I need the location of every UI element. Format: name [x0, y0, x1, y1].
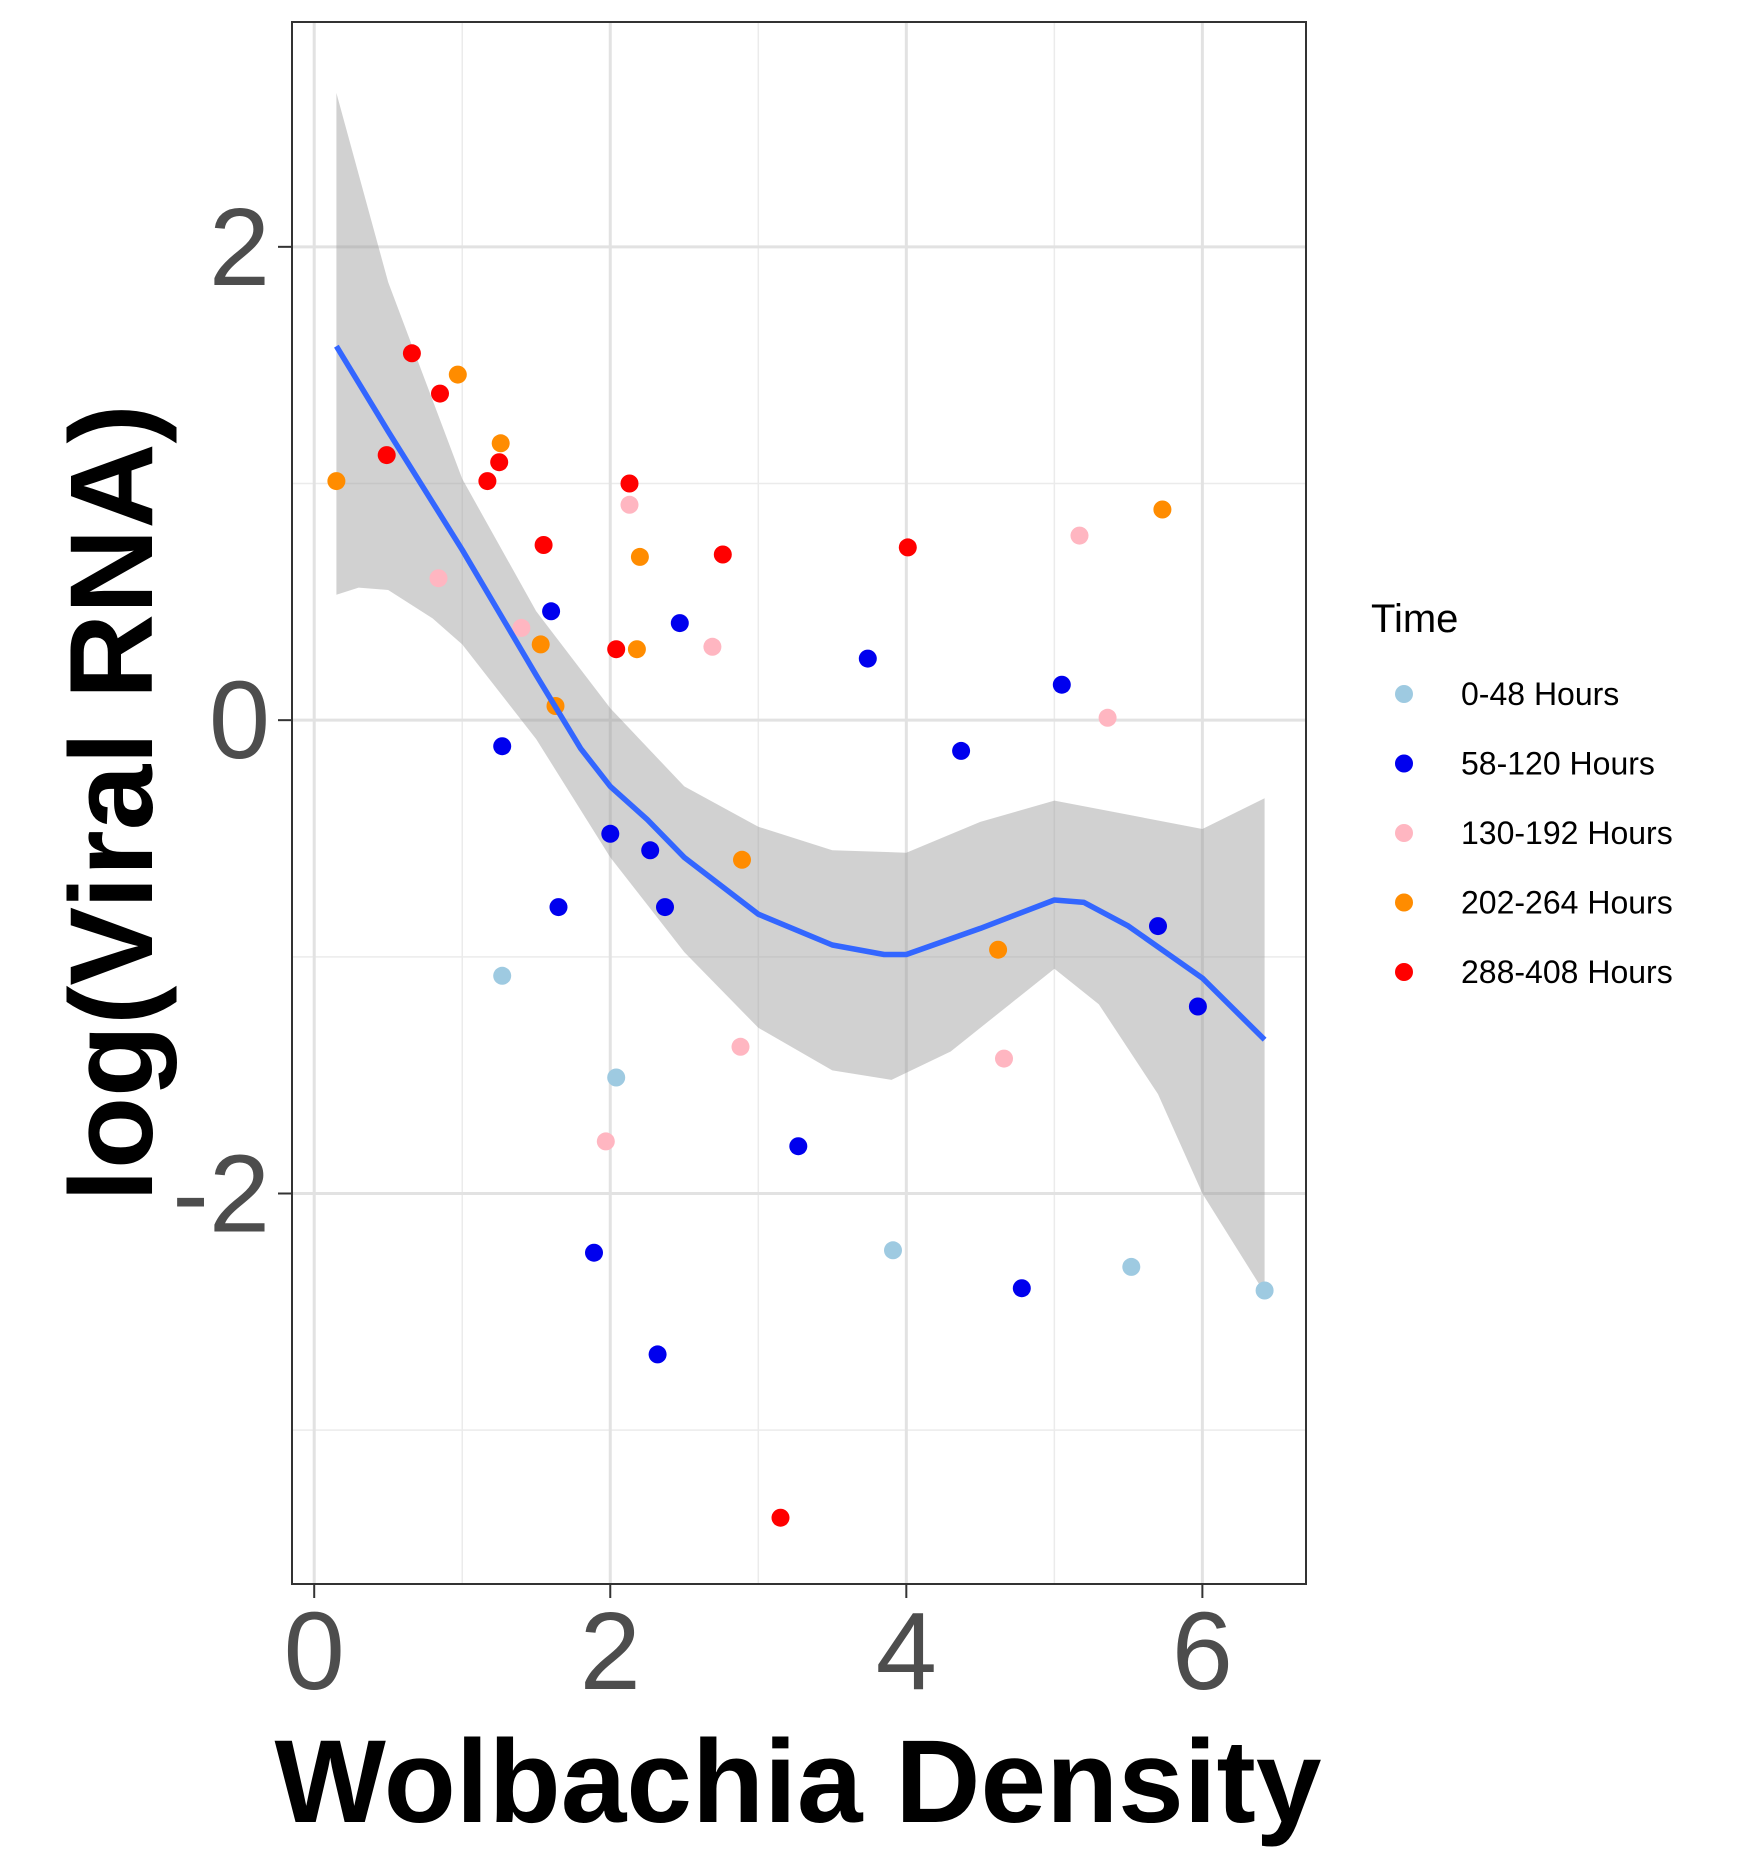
data-point-0-48-hours [607, 1068, 626, 1087]
grid [292, 22, 1306, 1584]
data-point-202-264-hours [989, 940, 1008, 959]
data-point-58-120-hours [1188, 997, 1207, 1016]
confidence-band-layer [336, 93, 1265, 1293]
data-point-58-120-hours [1012, 1279, 1031, 1298]
data-point-130-192-hours [703, 637, 722, 656]
data-point-130-192-hours [1070, 526, 1089, 545]
data-point-202-264-hours [531, 635, 550, 654]
data-point-130-192-hours [995, 1049, 1013, 1068]
x-axis-title: Wolbachia Density [275, 1716, 1322, 1848]
points-layer [327, 344, 1274, 1527]
axes: 0 2 4 6 -2 0 2 [172, 186, 1233, 1713]
data-point-288-408-hours [490, 453, 509, 472]
data-point-288-408-hours [534, 536, 553, 554]
plot-panel-border [291, 21, 1307, 1585]
legend-label: 58-120 Hours [1461, 746, 1655, 782]
data-point-58-120-hours [858, 649, 877, 668]
data-point-58-120-hours [549, 898, 568, 917]
legend-key [1395, 685, 1413, 703]
x-tick-label: 0 [284, 1590, 345, 1713]
data-point-288-408-hours [898, 538, 917, 557]
data-point-58-120-hours [601, 824, 620, 843]
data-point-58-120-hours [952, 741, 971, 760]
data-point-130-192-hours [429, 569, 448, 588]
data-point-202-264-hours [733, 850, 751, 869]
x-tick-label: 6 [1172, 1590, 1233, 1713]
data-point-58-120-hours [1052, 675, 1071, 694]
data-point-288-408-hours [377, 446, 396, 465]
data-point-288-408-hours [620, 474, 639, 493]
legend: Time 0-48 Hours 58-120 Hours 130-192 Hours… [1371, 597, 1673, 990]
data-point-288-408-hours [431, 384, 449, 403]
legend-label: 202-264 Hours [1461, 885, 1673, 921]
data-point-288-408-hours [607, 640, 626, 659]
legend-label: 288-408 Hours [1461, 954, 1673, 990]
data-point-0-48-hours [1122, 1257, 1141, 1276]
legend-key [1395, 893, 1413, 912]
smooth-line [334, 344, 1267, 1042]
data-point-130-192-hours [512, 618, 531, 637]
data-point-0-48-hours [493, 966, 512, 985]
data-point-58-120-hours [648, 1345, 667, 1364]
data-point-130-192-hours [596, 1132, 615, 1151]
data-point-58-120-hours [656, 898, 674, 917]
data-point-130-192-hours [731, 1037, 750, 1056]
data-point-288-408-hours [771, 1508, 790, 1527]
data-point-0-48-hours [1255, 1281, 1274, 1300]
data-point-130-192-hours [620, 495, 639, 514]
data-point-58-120-hours [585, 1243, 603, 1262]
data-point-202-264-hours [1153, 500, 1172, 519]
data-point-130-192-hours [1098, 708, 1117, 727]
legend-key [1395, 754, 1413, 773]
x-tick-label: 4 [876, 1590, 937, 1713]
y-tick-label: -2 [172, 1133, 270, 1256]
legend-label: 130-192 Hours [1461, 815, 1673, 851]
data-point-202-264-hours [627, 640, 646, 659]
data-point-288-408-hours [478, 472, 497, 491]
data-point-58-120-hours [789, 1137, 808, 1156]
data-point-58-120-hours [542, 602, 561, 621]
smooth-layer [334, 344, 1267, 1042]
data-point-58-120-hours [670, 614, 689, 633]
y-axis-title: log(Viral RNA) [46, 404, 178, 1202]
y-tick-label: 0 [209, 659, 270, 782]
legend-label: 0-48 Hours [1461, 676, 1619, 712]
legend-title: Time [1371, 597, 1458, 641]
data-point-202-264-hours [327, 472, 346, 491]
data-point-0-48-hours [884, 1241, 902, 1260]
data-point-58-120-hours [1149, 917, 1167, 936]
data-point-202-264-hours [630, 547, 649, 566]
legend-key [1395, 963, 1413, 981]
confidence-band [336, 93, 1265, 1293]
data-point-202-264-hours [491, 434, 510, 453]
y-tick-label: 2 [209, 186, 270, 309]
data-point-58-120-hours [641, 841, 660, 860]
x-tick-label: 2 [580, 1590, 641, 1713]
data-point-288-408-hours [402, 344, 421, 363]
data-point-58-120-hours [493, 737, 512, 756]
data-point-288-408-hours [713, 545, 732, 564]
data-point-202-264-hours [448, 365, 467, 384]
legend-key [1395, 824, 1413, 842]
